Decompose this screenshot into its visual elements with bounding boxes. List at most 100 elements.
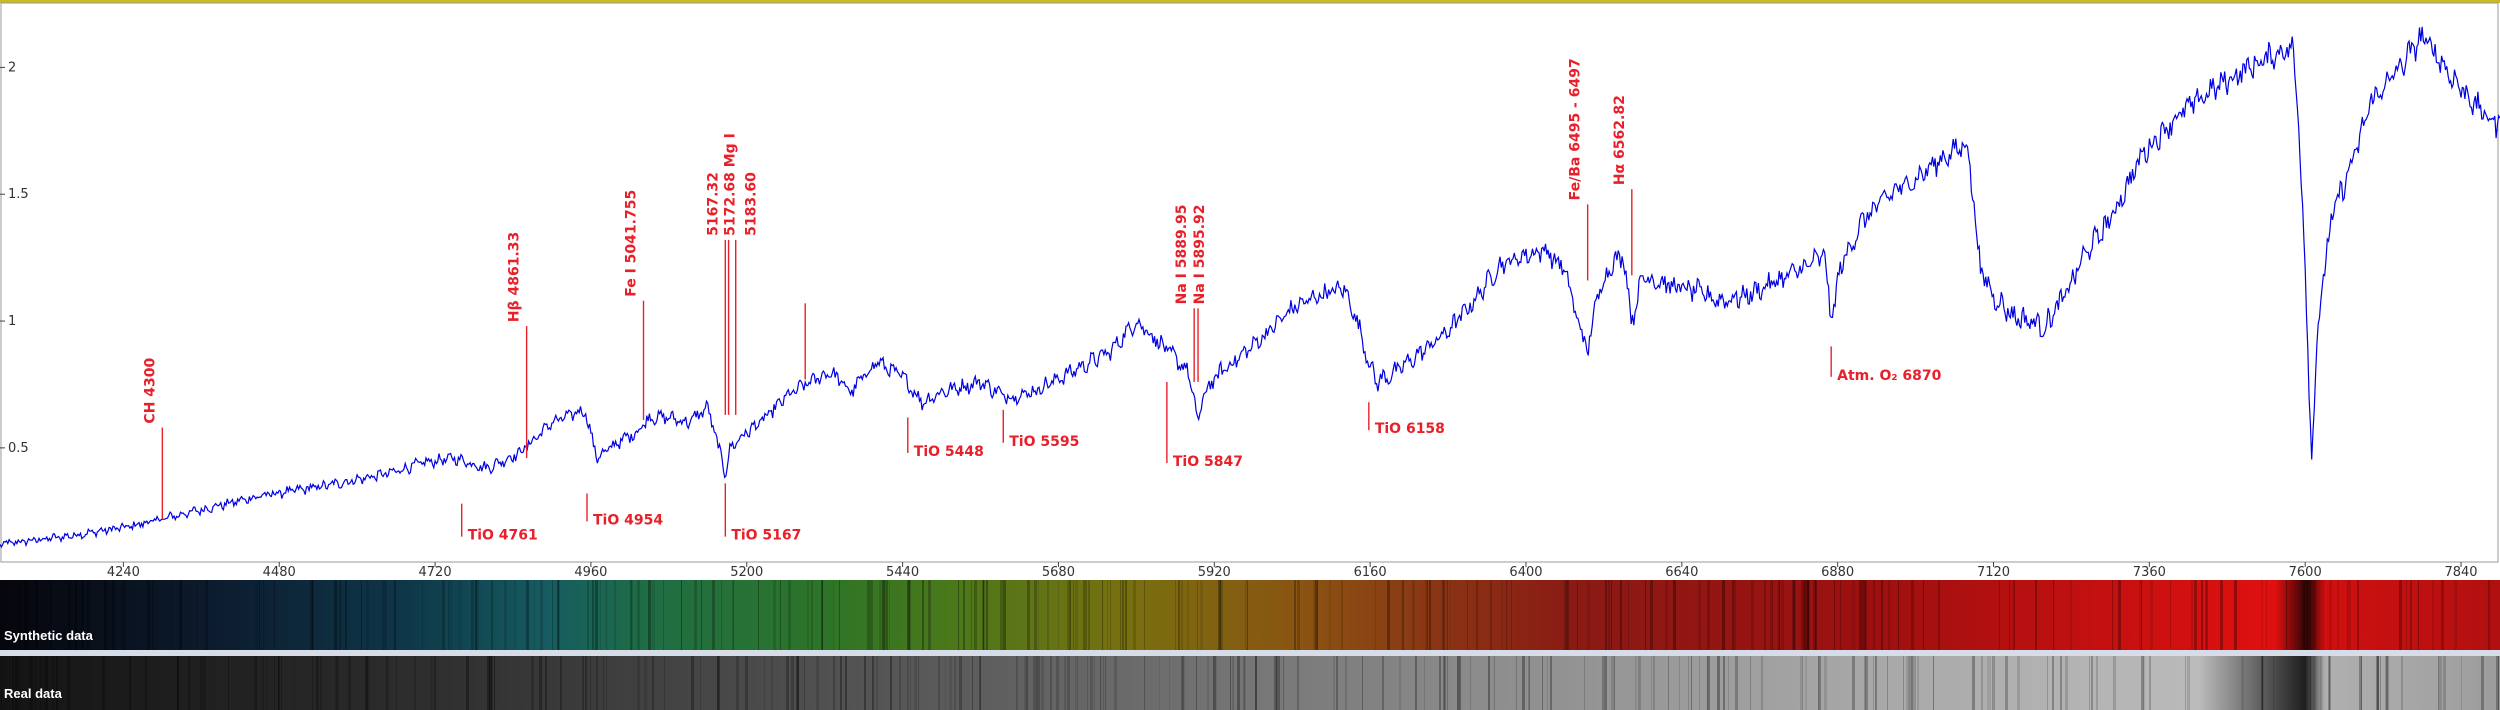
spectrum-stripe xyxy=(945,656,946,710)
spectrum-stripe xyxy=(592,580,594,650)
x-tick-label: 7600 xyxy=(2289,565,2322,580)
spectrum-stripe xyxy=(1333,656,1335,710)
spectrum-stripe xyxy=(922,580,924,650)
spectrum-stripe xyxy=(949,656,952,710)
spectrum-stripe xyxy=(1329,580,1331,650)
spectrum-stripe xyxy=(1587,580,1590,650)
plot-frame xyxy=(0,2,2499,563)
spectrum-stripe xyxy=(918,656,919,710)
spectrum-stripe xyxy=(12,656,14,710)
spectrum-stripe xyxy=(1529,656,1530,710)
spectrum-stripe xyxy=(451,580,452,650)
x-tick-label: 5680 xyxy=(1042,565,1075,580)
spectrum-stripe xyxy=(979,656,981,710)
spectrum-stripe xyxy=(1274,656,1277,710)
spectrum-stripe xyxy=(1494,656,1495,710)
spectrum-stripe xyxy=(1090,656,1093,710)
spectrum-stripe xyxy=(1887,656,1888,710)
spectrum-stripe xyxy=(274,656,275,710)
spectrum-stripe xyxy=(867,580,870,650)
spectrum-stripe xyxy=(1764,580,1766,650)
spectrum-stripe xyxy=(278,656,280,710)
spectrum-stripe xyxy=(1247,580,1248,650)
spectrum-stripe xyxy=(394,580,396,650)
spectrum-stripe xyxy=(587,580,589,650)
spectrum-stripe xyxy=(26,580,28,650)
spectrum-stripe xyxy=(2035,580,2037,650)
spectrum-stripe xyxy=(336,656,339,710)
spectrum-stripe xyxy=(19,580,20,650)
spectrum-stripe xyxy=(152,580,154,650)
spectrum-stripe xyxy=(700,656,701,710)
spectrum-stripe xyxy=(1341,580,1343,650)
spectrum-stripe xyxy=(1688,656,1689,710)
spectrum-stripe xyxy=(171,580,172,650)
spectrum-stripe xyxy=(2399,580,2402,650)
spectrum-stripe xyxy=(2481,656,2484,710)
spectrum-stripe xyxy=(1873,656,1874,710)
spectrum-stripe xyxy=(203,656,206,710)
spectrum-stripe xyxy=(1245,580,1247,650)
spectrum-stripe xyxy=(294,656,295,710)
spectrum-stripe xyxy=(489,656,492,710)
spectrum-stripe xyxy=(758,580,759,650)
spectrum-stripe xyxy=(475,580,477,650)
spectrum-stripe xyxy=(721,580,722,650)
spectrum-stripe xyxy=(1297,580,1300,650)
spectrum-stripe xyxy=(2005,656,2008,710)
spectrum-stripe xyxy=(606,656,607,710)
spectrum-stripe xyxy=(1972,656,1975,710)
spectrum-stripe xyxy=(189,656,190,710)
spectrum-stripe xyxy=(1197,580,1198,650)
spectrum-stripe xyxy=(1852,656,1855,710)
spectrum-stripe xyxy=(1114,656,1117,710)
spectrum-stripe xyxy=(1913,656,1916,710)
x-tick-label: 4720 xyxy=(419,565,452,580)
spectrum-stripe xyxy=(1219,580,1221,650)
spectrum-stripe xyxy=(2017,656,2020,710)
spectrum-svg: 4240 4480 4720 4960 5200 5440 5680 5920 6160 6400… xyxy=(0,2,2500,580)
spectrum-stripe xyxy=(188,656,190,710)
spectrum-stripe xyxy=(2432,580,2434,650)
spectrum-stripe xyxy=(384,580,387,650)
spectrum-stripe xyxy=(367,656,370,710)
spectrum-stripe xyxy=(1133,580,1136,650)
spectrum-stripe xyxy=(2234,580,2237,650)
spectrum-stripe xyxy=(1722,580,1725,650)
spectrum-stripe xyxy=(1087,656,1088,710)
spectrum-stripe xyxy=(1698,580,1701,650)
spectrum-stripe xyxy=(1779,580,1780,650)
spectrum-stripe xyxy=(833,580,834,650)
spectrum-stripe xyxy=(1938,580,1940,650)
spectrum-stripe xyxy=(67,656,69,710)
spectrum-stripe xyxy=(1000,580,1003,650)
spectrum-stripe xyxy=(845,656,847,710)
spectrum-stripe xyxy=(102,656,105,710)
spectrum-stripe xyxy=(1016,656,1018,710)
spectrum-stripe xyxy=(796,656,799,710)
spectrum-stripe xyxy=(864,656,866,710)
spectrum-stripe xyxy=(1075,656,1077,710)
spectrum-stripe xyxy=(200,656,203,710)
spectrum-stripe xyxy=(1200,580,1203,650)
spectrum-stripe xyxy=(124,580,125,650)
spectrum-stripe xyxy=(442,580,445,650)
spectrum-stripe xyxy=(2388,656,2389,710)
spectrum-stripe xyxy=(205,580,208,650)
spectrum-stripe xyxy=(365,656,368,710)
spectrum-stripe xyxy=(35,580,38,650)
spectrum-stripe xyxy=(434,656,436,710)
spectrum-stripe xyxy=(274,580,275,650)
spectrum-stripe xyxy=(1069,580,1071,650)
spectrum-stripe xyxy=(339,580,341,650)
spectrum-stripe xyxy=(976,580,977,650)
spectrum-stripe xyxy=(1707,656,1708,710)
spectrum-stripe xyxy=(648,580,651,650)
spectrum-stripe xyxy=(2329,656,2331,710)
spectrum-stripe xyxy=(1387,580,1390,650)
spectrum-stripe xyxy=(2386,656,2388,710)
spectrum-stripe xyxy=(2187,656,2190,710)
spectrum-stripe xyxy=(262,656,264,710)
spectrum-stripe xyxy=(807,580,809,650)
spectrum-stripe xyxy=(1027,580,1030,650)
